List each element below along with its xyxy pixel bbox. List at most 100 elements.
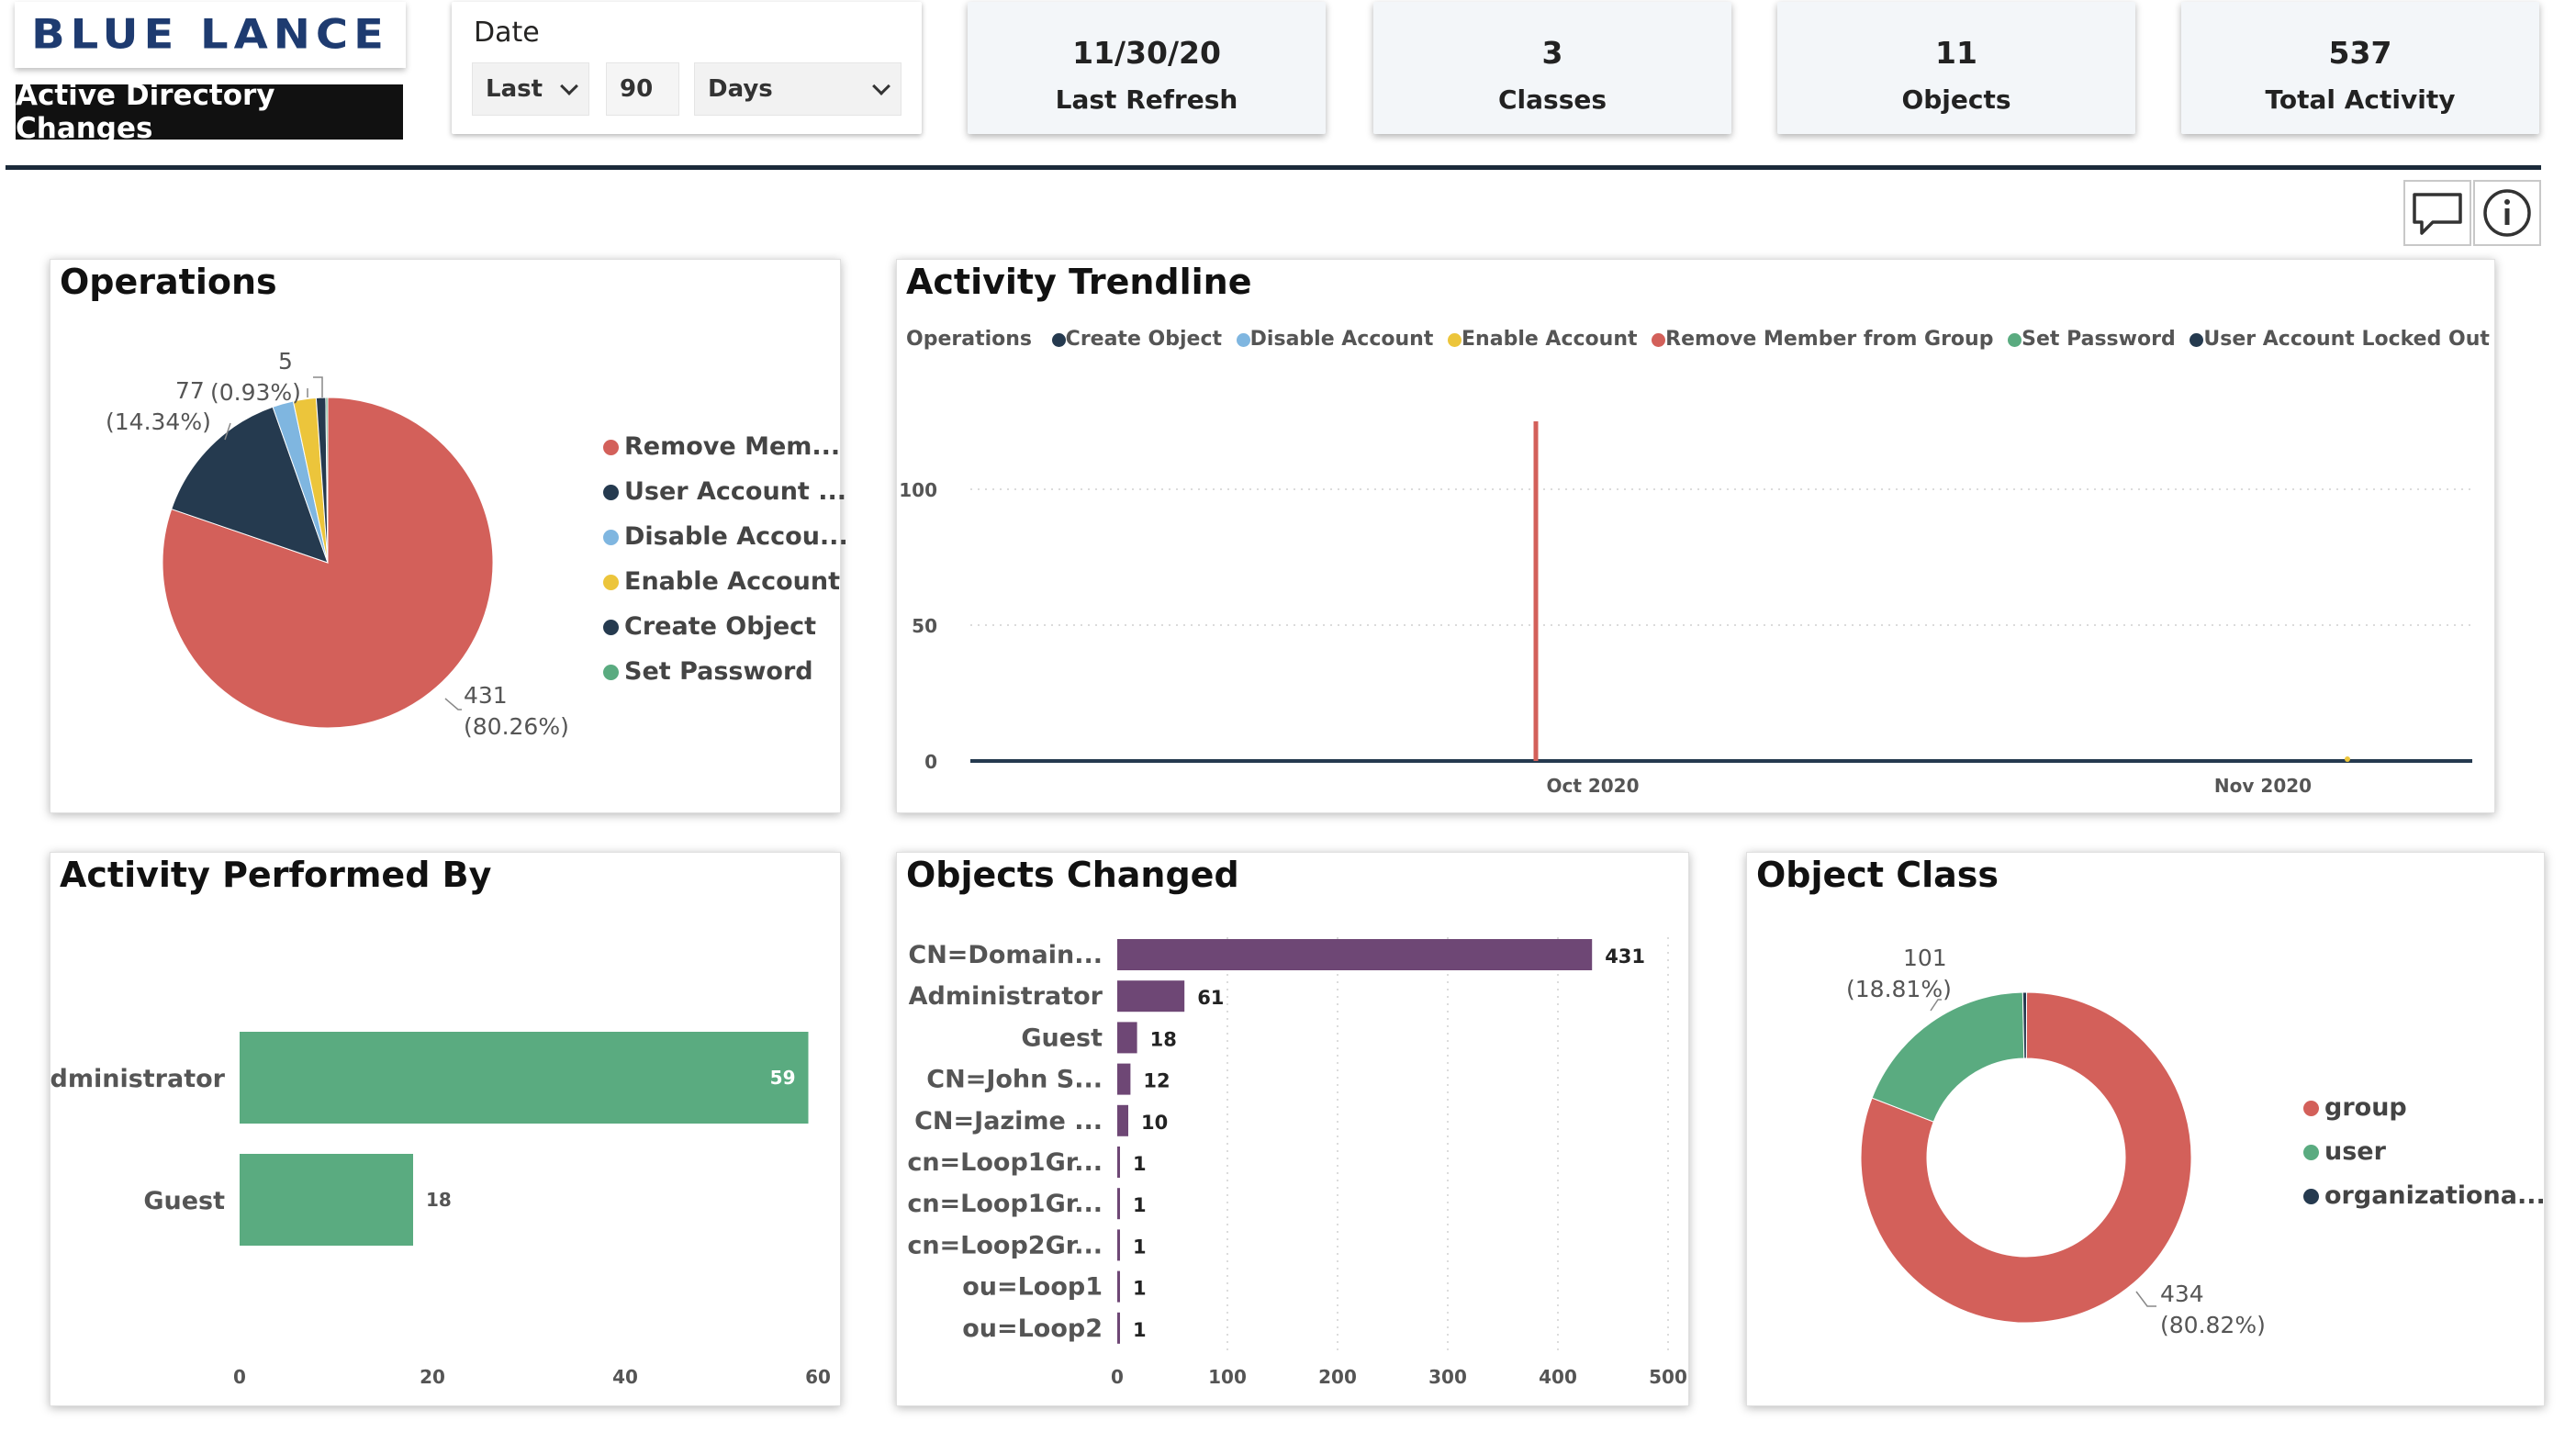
legend-item[interactable]: Disable Accou... xyxy=(603,522,848,551)
data-label-mid-pct: (14.34%) xyxy=(106,408,211,435)
legend-item[interactable]: user xyxy=(2303,1137,2386,1166)
legend-label: organizationa... xyxy=(2324,1181,2546,1210)
legend-label: Create Object xyxy=(1065,328,1222,351)
kpi-objects: 11 Objects xyxy=(1777,2,2135,134)
kpi-last-refresh: 11/30/20 Last Refresh xyxy=(968,2,1326,134)
legend-label: User Account ... xyxy=(624,477,846,506)
data-label-user-value: 101 xyxy=(1903,945,1947,971)
legend-label: Enable Account xyxy=(1462,328,1638,351)
data-label: 10 xyxy=(1141,1112,1168,1134)
legend-dot xyxy=(1051,332,1066,347)
x-tick-label: 40 xyxy=(612,1366,638,1388)
category-label: CN=Domain... xyxy=(908,941,1103,969)
legend-label: user xyxy=(2324,1137,2386,1166)
leader-line xyxy=(313,376,323,397)
x-tick-label: Nov 2020 xyxy=(2214,775,2312,797)
legend-item[interactable]: Create Object xyxy=(603,612,816,641)
bar-object[interactable] xyxy=(1117,1229,1120,1261)
card-title: Object Class xyxy=(1756,855,1999,895)
date-amount-value: 90 xyxy=(620,75,654,103)
info-button[interactable] xyxy=(2473,180,2541,246)
data-label: 1 xyxy=(1133,1236,1147,1258)
category-label: Administrator xyxy=(909,982,1103,1011)
legend-dot xyxy=(603,485,619,500)
legend-dot xyxy=(2303,1101,2319,1116)
legend-label: Create Object xyxy=(624,612,817,641)
chevron-down-icon xyxy=(560,77,578,95)
object-class-donut-chart[interactable] xyxy=(1747,853,2544,1405)
data-label: 1 xyxy=(1133,1194,1147,1216)
activity-performed-by-chart[interactable]: administrator 59 Guest 18 0 20 40 60 xyxy=(50,853,840,1405)
bar-guest[interactable] xyxy=(240,1154,413,1246)
donut-slice-group[interactable] xyxy=(1860,991,2192,1324)
operations-pie-chart[interactable] xyxy=(50,260,840,812)
legend-item[interactable]: User Account ... xyxy=(603,477,846,506)
bar-object[interactable] xyxy=(1117,1147,1120,1178)
x-tick-label: 0 xyxy=(233,1366,246,1388)
legend-dot xyxy=(603,620,619,635)
activity-trendline-chart[interactable]: 100 50 0 Oct 2020 Nov 2020 xyxy=(897,260,2494,812)
bar-object[interactable] xyxy=(1117,1188,1120,1220)
legend-dot xyxy=(2008,332,2022,347)
objects-changed-chart[interactable]: 0 100 200 300 400 500 CN=Domain... 431 Administr… xyxy=(897,853,1688,1405)
bar-object[interactable] xyxy=(1117,1312,1120,1344)
bar-object[interactable] xyxy=(1117,939,1593,970)
data-label-mid-value: 77 xyxy=(175,377,205,404)
pie-slice-set-password[interactable] xyxy=(325,397,329,564)
card-title: Objects Changed xyxy=(906,855,1239,895)
legend-item[interactable]: Set Password xyxy=(2008,328,2176,351)
kpi-label: Objects xyxy=(1901,84,2011,115)
bar-object[interactable] xyxy=(1117,1104,1128,1136)
legend-item[interactable]: Enable Account xyxy=(603,567,840,596)
x-tick-label: 200 xyxy=(1318,1366,1357,1388)
data-label-group-value: 434 xyxy=(2160,1281,2204,1307)
legend-item[interactable]: Set Password xyxy=(603,657,813,686)
donut-slice-user[interactable] xyxy=(1871,991,2025,1123)
bar-object[interactable] xyxy=(1117,1270,1120,1303)
legend-item[interactable]: group xyxy=(2303,1093,2407,1122)
x-tick-label: 60 xyxy=(805,1366,831,1388)
category-label: Guest xyxy=(1021,1024,1103,1052)
data-label: 431 xyxy=(1605,945,1645,968)
date-unit-dropdown[interactable]: Days xyxy=(694,62,902,116)
legend-item[interactable]: Enable Account xyxy=(1448,328,1638,351)
data-label-group-pct: (80.82%) xyxy=(2160,1312,2266,1338)
comment-icon xyxy=(2413,193,2462,235)
legend-item[interactable]: Create Object xyxy=(1051,328,1222,351)
kpi-label: Last Refresh xyxy=(1055,84,1238,115)
donut-slice-organizational-unit[interactable] xyxy=(2022,991,2028,1059)
card-title: Activity Performed By xyxy=(60,855,492,895)
legend-item[interactable]: organizationa... xyxy=(2303,1181,2546,1210)
category-label: CN=Jazime ... xyxy=(914,1107,1103,1136)
date-mode-dropdown[interactable]: Last xyxy=(472,62,589,116)
category-label: cn=Loop1Gr... xyxy=(907,1190,1103,1218)
bar-object[interactable] xyxy=(1117,980,1185,1012)
legend-label: Remove Member from Group xyxy=(1665,328,1994,351)
pie-slice-user-account-locked[interactable] xyxy=(171,406,329,564)
data-label-small-pct: (0.93%) xyxy=(210,379,301,406)
legend-label: Disable Accou... xyxy=(624,522,848,551)
legend-item[interactable]: Remove Mem... xyxy=(603,432,840,461)
kpi-value: 3 xyxy=(1541,35,1563,71)
legend-dot xyxy=(603,530,619,545)
data-label: 1 xyxy=(1133,1153,1147,1175)
comment-button[interactable] xyxy=(2403,180,2471,246)
x-tick-label: 400 xyxy=(1539,1366,1577,1388)
date-amount-input[interactable]: 90 xyxy=(606,62,679,116)
bar-object[interactable] xyxy=(1117,1063,1131,1095)
series-point-enable-account xyxy=(2345,756,2350,762)
card-title: Activity Trendline xyxy=(906,262,1252,302)
legend-item[interactable]: Disable Account xyxy=(1236,328,1433,351)
chevron-down-icon xyxy=(872,77,890,95)
date-slicer-title: Date xyxy=(474,17,540,49)
bar-administrator[interactable] xyxy=(240,1032,809,1124)
data-label: 61 xyxy=(1197,987,1224,1009)
data-label-small-value: 5 xyxy=(278,348,293,375)
category-label: administrator xyxy=(50,1065,226,1093)
legend-item[interactable]: Remove Member from Group xyxy=(1652,328,1993,351)
legend-label: User Account Locked Out xyxy=(2203,328,2490,351)
legend-item[interactable]: User Account Locked Out xyxy=(2190,328,2490,351)
kpi-value: 11 xyxy=(1935,35,1977,71)
bar-object[interactable] xyxy=(1117,1022,1137,1054)
activity-trendline-card: Activity Trendline Operations Create Obj… xyxy=(896,259,2495,813)
